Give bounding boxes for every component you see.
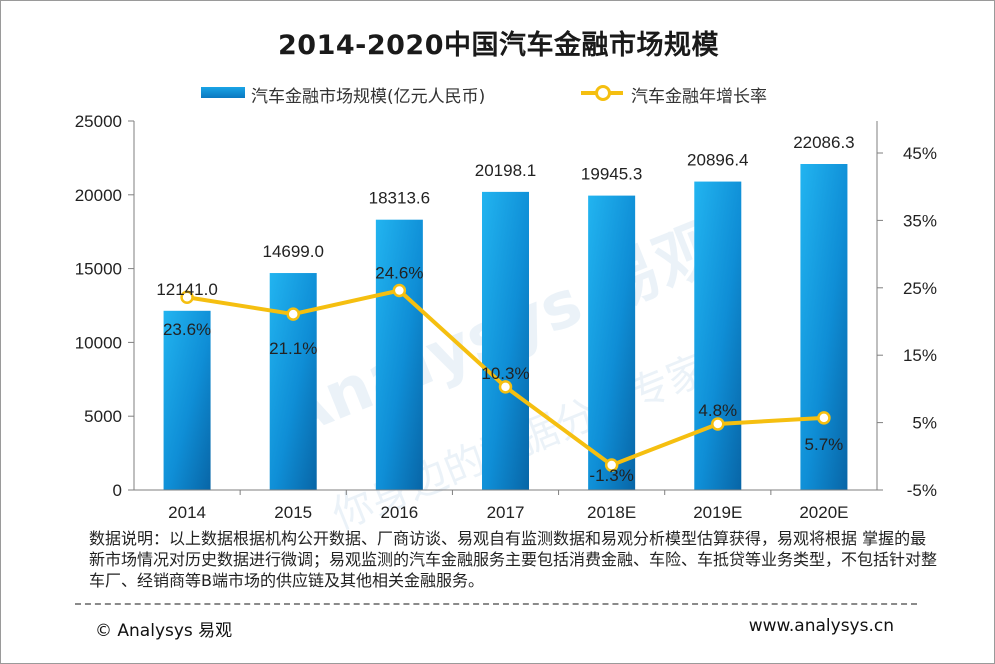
growth-value-label: 24.6%: [375, 263, 423, 282]
data-labels: 12141.0 14699.0 18313.6 20198.1 19945.3 20896…: [156, 133, 854, 485]
bar-2015: [269, 273, 317, 490]
x-tick-label: 2017: [487, 503, 525, 522]
right-tick-label: 45%: [903, 144, 937, 163]
bar-2020E: [800, 164, 848, 490]
x-tick-label: 2018E: [587, 503, 636, 522]
bar-2018E: [588, 195, 636, 491]
legend-bar-swatch: [201, 87, 245, 98]
left-tick-label: 10000: [75, 333, 122, 352]
x-tick-label: 2014: [168, 503, 206, 522]
bar-2016: [375, 219, 423, 490]
growth-point-2014: [180, 290, 194, 304]
right-tick-label: -5%: [907, 481, 937, 500]
chart-title: 2014-2020中国汽车金融市场规模: [278, 30, 719, 61]
left-tick-label: 15000: [75, 260, 122, 279]
bar-series: [163, 164, 848, 491]
right-tick-label: 35%: [903, 211, 937, 230]
bar-value-label: 19945.3: [581, 165, 642, 184]
growth-value-label: 23.6%: [163, 320, 211, 339]
growth-value-label: 4.8%: [698, 401, 737, 420]
growth-point-2019E: [711, 417, 725, 431]
legend-line-label: 汽车金融年增长率: [631, 87, 767, 107]
growth-value-label: 5.7%: [805, 435, 844, 454]
growth-point-2020E: [817, 411, 831, 425]
line-series: [180, 283, 831, 472]
x-tick-label: 2020E: [799, 503, 848, 522]
growth-value-label: -1.3%: [589, 466, 633, 485]
bar-value-label: 18313.6: [369, 189, 430, 208]
dashed-divider: [75, 603, 917, 605]
x-tick-label: 2015: [274, 503, 312, 522]
right-tick-label: 5%: [912, 414, 937, 433]
bar-2019E: [694, 181, 742, 490]
right-tick-label: 25%: [903, 279, 937, 298]
legend-bar-label: 汽车金融市场规模(亿元人民币): [251, 87, 486, 107]
legend: 汽车金融市场规模(亿元人民币) 汽车金融年增长率: [1, 79, 994, 107]
legend-line-marker: [595, 85, 611, 101]
left-tick-label: 25000: [75, 112, 122, 131]
bar-value-label: 20198.1: [475, 161, 536, 180]
bar-value-label: 22086.3: [793, 133, 854, 152]
growth-point-2017: [498, 380, 513, 394]
left-tick-label: 5000: [84, 407, 122, 426]
x-tick-label: 2019E: [693, 503, 742, 522]
bar-2014: [163, 310, 211, 490]
left-tick-label: 20000: [75, 186, 122, 205]
website-link[interactable]: www.analysys.cn: [748, 616, 894, 636]
x-tick-label: 2016: [380, 503, 418, 522]
bar-2017: [482, 191, 529, 490]
bar-value-label: 14699.0: [262, 242, 323, 261]
bar-value-label: 12141.0: [156, 280, 217, 299]
data-note: 数据说明：以上数据根据机构公开数据、厂商访谈、易观自有监测数据和易观分析模型估算…: [89, 529, 938, 590]
bar-value-label: 20896.4: [687, 151, 748, 170]
growth-value-label: 10.3%: [481, 364, 529, 383]
growth-point-2018E: [604, 458, 619, 472]
growth-point-2015: [286, 307, 300, 321]
growth-point-2016: [392, 283, 407, 298]
copyright-text: © Analysys 易观: [95, 621, 233, 641]
left-tick-label: 0: [113, 481, 122, 500]
axes: 0 5000 10000 15000 20000 25000 -5% 5% 15% 25% 35% 4…: [75, 112, 937, 522]
growth-value-label: 21.1%: [269, 339, 317, 358]
right-tick-label: 15%: [903, 346, 937, 365]
